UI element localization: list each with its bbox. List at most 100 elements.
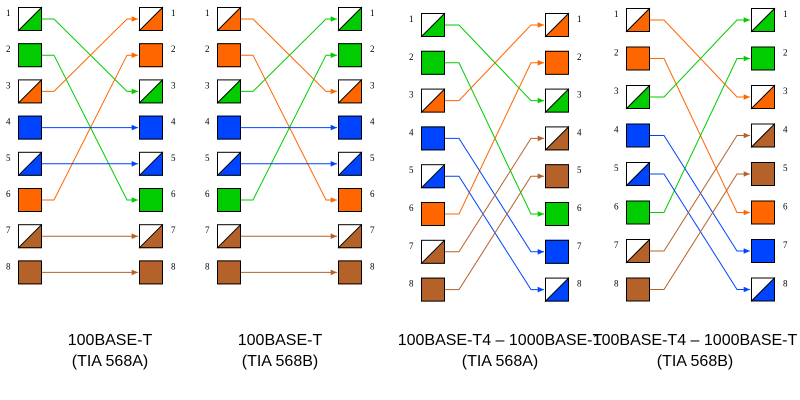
diagram-4-left-pin-label-2: 2 — [614, 48, 619, 58]
diagram-1-left-pin-label-2: 2 — [6, 44, 11, 54]
diagram-4-wire-3-to-1 — [650, 17, 750, 98]
diagram-4-wire-7-to-4 — [650, 132, 750, 252]
diagram-3-right-pin-label-3: 3 — [577, 90, 582, 100]
diagram-1-right-pin-label-8: 8 — [171, 261, 176, 271]
diagram-2-right-pin-label-2: 2 — [370, 44, 375, 54]
diagram-3-left-pin-label-1: 1 — [409, 14, 414, 24]
diagram-2-right-pin-label-3: 3 — [370, 80, 375, 90]
diagram-2-left-pin-label-6: 6 — [205, 189, 210, 199]
diagram-4-right-pin-2 — [751, 46, 775, 71]
diagram-4-right-pin-label-7: 7 — [783, 240, 788, 250]
diagram-2-left-pin-label-5: 5 — [205, 153, 210, 163]
diagram-3-right-pin-label-2: 2 — [577, 52, 582, 62]
diagram-2-wire-3-to-1 — [241, 16, 337, 92]
diagram-2-left-pin-label-3: 3 — [205, 80, 210, 90]
diagram-2-right-pin-5 — [337, 151, 363, 177]
diagram-1-wire-3-to-1 — [42, 16, 138, 92]
diagram-2-left-pin-7 — [216, 223, 242, 249]
diagram-1-left-pin-5 — [17, 151, 43, 177]
diagram-4-subtitle: (TIA 568B) — [656, 353, 734, 370]
diagram-2-left-pin-5 — [216, 151, 242, 177]
diagram-2-right-pin-label-6: 6 — [370, 189, 375, 199]
diagram-3-right-pin-3 — [544, 88, 570, 113]
diagram-2-caption: 100BASE-T (TIA 568B) — [170, 330, 390, 372]
diagram-1-left-pin-label-5: 5 — [6, 153, 11, 163]
diagram-3-right-pin-8 — [544, 277, 570, 302]
diagram-3-wire-6-to-2 — [445, 59, 544, 215]
diagram-2-right-pin-label-4: 4 — [370, 117, 375, 127]
diagram-1-right-pin-3 — [138, 79, 164, 104]
diagram-4-wire-6-to-2 — [650, 55, 750, 213]
diagram-2-subtitle: (TIA 568B) — [241, 353, 319, 370]
diagram-1-right-pin-5 — [138, 151, 164, 177]
diagram-3-left-pin-5 — [420, 163, 446, 189]
diagram-2-left-pin-1 — [216, 6, 242, 32]
diagram-3-title: 100BASE-T4 – 1000BASE-T — [397, 332, 603, 349]
diagram-4-right-pin-1 — [750, 7, 776, 33]
diagram-2-right-pin-label-7: 7 — [370, 225, 375, 235]
diagram-1-left-pin-8 — [18, 260, 42, 285]
diagram-4-left-pin-3 — [625, 84, 651, 110]
diagram-2-right-pin-2 — [338, 43, 362, 68]
diagram-3-right-pin-1 — [544, 12, 570, 38]
diagram-3-left-pin-label-6: 6 — [409, 203, 414, 213]
diagram-1-right-pin-label-6: 6 — [171, 189, 176, 199]
diagram-3-caption: 100BASE-T4 – 1000BASE-T (TIA 568A) — [390, 330, 610, 372]
diagram-2-right-pin-8 — [338, 260, 362, 285]
diagram-4-left-pin-8 — [626, 277, 650, 302]
diagram-3-left-pin-label-7: 7 — [409, 241, 414, 251]
diagram-3-left-pin-label-8: 8 — [409, 279, 414, 289]
diagram-3-right-pin-4 — [544, 126, 570, 151]
diagram-2-left-pin-2 — [217, 43, 241, 68]
diagram-3-wire-3-to-1 — [445, 22, 544, 102]
diagram-3-left-pin-label-5: 5 — [409, 165, 414, 175]
diagram-4-title: 100BASE-T4 – 1000BASE-T — [592, 332, 798, 349]
diagram-2-left-pin-8 — [217, 260, 241, 285]
diagram-3-wire-7-to-4 — [445, 135, 544, 253]
diagram-2-left-pin-label-2: 2 — [205, 44, 210, 54]
diagram-2-right-pin-7 — [337, 223, 363, 249]
diagram-4-right-pin-8 — [750, 277, 776, 302]
diagram-3-right-pin-7 — [545, 239, 569, 264]
diagram-3-wire-8-to-5 — [445, 173, 544, 291]
diagram-4-left-pin-label-7: 7 — [614, 240, 619, 250]
diagram-2-right-pin-4 — [338, 115, 362, 140]
diagram-2-left-pin-4 — [217, 115, 241, 140]
diagram-3-right-pin-label-8: 8 — [577, 279, 582, 289]
diagram-4-left-pin-label-4: 4 — [614, 125, 619, 135]
diagram-1-right-pin-label-3: 3 — [171, 80, 176, 90]
diagram-1-right-pin-8 — [139, 260, 163, 285]
diagram-1-right-pin-2 — [139, 43, 163, 68]
diagram-1-left-pin-label-1: 1 — [6, 8, 11, 18]
diagram-3-subtitle: (TIA 568A) — [461, 353, 539, 370]
diagram-2-left-pin-label-4: 4 — [205, 117, 210, 127]
diagram-3-right-pin-label-7: 7 — [577, 241, 582, 251]
diagram-4-left-pin-label-5: 5 — [614, 163, 619, 173]
diagram-4-left-pin-label-8: 8 — [614, 279, 619, 289]
diagram-1-left-pin-6 — [18, 188, 42, 212]
diagram-4-left-pin-4 — [626, 123, 650, 148]
diagram-3-right-pin-2 — [545, 50, 569, 75]
diagram-1-right-pin-1 — [138, 6, 164, 32]
diagram-1-subtitle: (TIA 568A) — [71, 353, 149, 370]
diagram-4-right-pin-6 — [751, 200, 775, 225]
diagram-3-right-pin-5 — [545, 164, 569, 189]
diagram-3-left-pin-1 — [420, 12, 446, 38]
diagram-1-right-pin-6 — [139, 188, 163, 212]
diagram-4-left-pin-5 — [625, 161, 651, 187]
diagram-3-right-pin-label-1: 1 — [577, 14, 582, 24]
diagram-1-left-pin-label-4: 4 — [6, 117, 11, 127]
diagram-2-right-pin-6 — [338, 188, 362, 212]
diagram-2-left-pin-label-8: 8 — [205, 261, 210, 271]
diagram-4-left-pin-6 — [626, 200, 650, 225]
diagram-1-title: 100BASE-T — [67, 332, 153, 349]
diagram-1-caption: 100BASE-T (TIA 568A) — [0, 330, 220, 372]
diagram-4-left-pin-2 — [626, 46, 650, 71]
diagram-4-right-pin-label-6: 6 — [783, 202, 788, 212]
diagram-4-left-pin-label-6: 6 — [614, 202, 619, 212]
diagram-2-left-pin-label-7: 7 — [205, 225, 210, 235]
diagram-3-left-pin-2 — [421, 50, 445, 75]
diagram-2-left-pin-3 — [216, 79, 242, 104]
diagram-1-left-pin-label-7: 7 — [6, 225, 11, 235]
